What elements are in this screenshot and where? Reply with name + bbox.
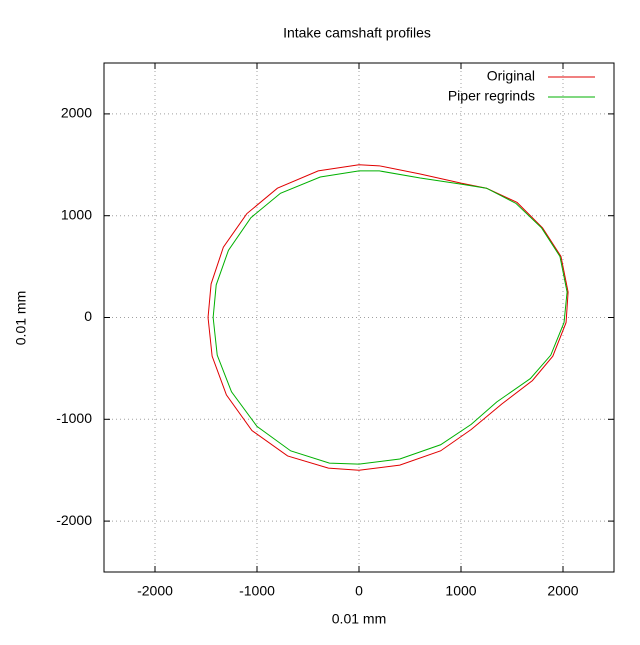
x-tick-label: -1000: [239, 583, 275, 599]
plot-area: [207, 164, 569, 471]
series-line: [207, 164, 569, 471]
y-tick-label: 1000: [61, 206, 92, 222]
x-axis-label: 0.01 mm: [332, 611, 386, 627]
y-tick-label: -2000: [56, 512, 92, 528]
x-tick-label: 2000: [547, 583, 578, 599]
legend-label: Piper regrinds: [448, 88, 535, 104]
y-axis-label: 0.01 mm: [13, 291, 29, 345]
x-tick-label: -2000: [137, 583, 173, 599]
legend: Original Piper regrinds: [448, 68, 595, 104]
y-tick-label: -1000: [56, 410, 92, 426]
series-line: [212, 170, 568, 465]
grid: [104, 63, 614, 572]
legend-label: Original: [487, 68, 535, 84]
chart-title: Intake camshaft profiles: [283, 25, 431, 41]
x-tick-label: 1000: [445, 583, 476, 599]
y-tick-label: 0: [84, 308, 92, 324]
x-tick-label: 0: [355, 583, 363, 599]
y-tick-label: 2000: [61, 105, 92, 121]
